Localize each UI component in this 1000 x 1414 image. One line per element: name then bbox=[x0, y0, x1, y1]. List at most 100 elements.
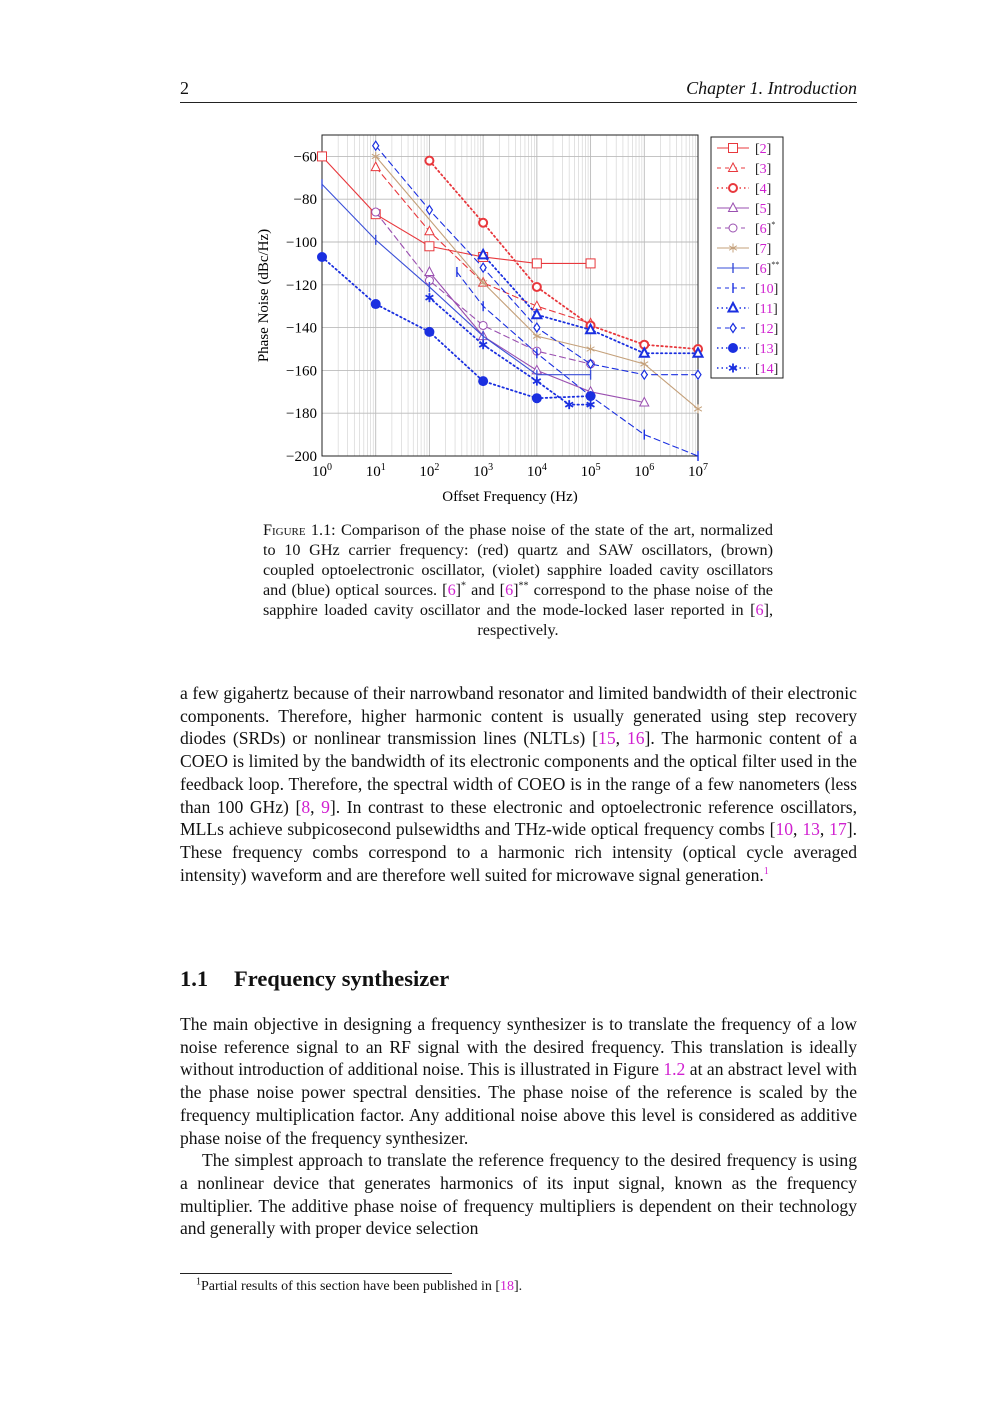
citation-link[interactable]: 1.2 bbox=[663, 1059, 686, 1080]
citation-link[interactable]: 15 bbox=[598, 728, 616, 749]
filled-circle-marker bbox=[728, 343, 738, 353]
text-run: , bbox=[310, 796, 322, 817]
legend-label: [14] bbox=[755, 362, 778, 377]
triangle-marker bbox=[424, 225, 435, 236]
citation-link[interactable]: 10 bbox=[775, 819, 794, 840]
diamond-marker bbox=[586, 358, 595, 370]
x-tick-label: 101 bbox=[366, 462, 386, 480]
star-marker bbox=[532, 378, 542, 385]
legend-label: [6]* bbox=[755, 220, 775, 237]
legend-item: [13] bbox=[717, 342, 778, 357]
superscript: * bbox=[461, 580, 467, 592]
legend-label: [12] bbox=[755, 322, 778, 337]
text-run: at an abstract level with the phase nois… bbox=[180, 1059, 857, 1148]
plot-frame bbox=[321, 134, 699, 457]
text-run: correspond to the phase noise of the sap… bbox=[263, 581, 773, 619]
legend-item: [12] bbox=[717, 322, 778, 337]
star-marker bbox=[371, 153, 380, 160]
text-run: ]. In contrast to these electronic and o… bbox=[180, 796, 857, 840]
star-marker bbox=[425, 294, 434, 301]
series-12 bbox=[371, 140, 702, 381]
y-axis-label: Phase Noise (dBc/Hz) bbox=[256, 229, 272, 362]
circle-marker bbox=[728, 183, 738, 193]
filled-circle-marker bbox=[478, 376, 489, 387]
text-run: Comparison of the phase noise of the sta… bbox=[263, 521, 774, 599]
series-7 bbox=[371, 151, 703, 414]
text-run: ]. The harmonic content of a COEO is lim… bbox=[180, 728, 857, 817]
citation-link[interactable]: 6 bbox=[505, 581, 514, 599]
triangle-marker bbox=[638, 346, 651, 358]
citation-link[interactable]: 17 bbox=[829, 819, 847, 840]
triangle-marker bbox=[424, 265, 435, 276]
legend-label: [11] bbox=[755, 302, 778, 317]
series-line bbox=[428, 159, 699, 350]
footnote: 1Partial results of this section have be… bbox=[196, 1276, 523, 1295]
text-run: , bbox=[819, 819, 830, 840]
legend-label: [6]** bbox=[755, 260, 779, 277]
section-title: Frequency synthesizer bbox=[234, 966, 450, 991]
diamond-marker bbox=[640, 369, 649, 381]
legend-label: [3] bbox=[755, 162, 771, 177]
circle-marker bbox=[728, 223, 738, 233]
series-6-2star bbox=[321, 179, 592, 380]
star-marker bbox=[564, 401, 574, 408]
series-10 bbox=[456, 266, 699, 461]
legend: [2] [3] [4] [5] [6]* [7] [6]** [10] [11] [12] [13]… bbox=[710, 136, 784, 379]
citation-link[interactable]: 6 bbox=[755, 601, 764, 619]
legend-label: [2] bbox=[755, 142, 771, 157]
section-body: The main objective in designing a freque… bbox=[180, 1013, 857, 1240]
x-tick-label: 100 bbox=[312, 462, 332, 480]
citation-link[interactable]: 8 bbox=[301, 796, 311, 817]
citation-link[interactable]: 6 bbox=[447, 581, 456, 599]
legend-item: [6]** bbox=[717, 260, 779, 277]
citation-link[interactable]: 13 bbox=[802, 819, 820, 840]
text-run: a few gigahertz because of their narrowb… bbox=[180, 683, 857, 749]
triangle-marker bbox=[530, 307, 544, 320]
diamond-marker bbox=[479, 262, 487, 274]
text-run: ] bbox=[455, 581, 462, 599]
citation-link[interactable]: 9 bbox=[321, 796, 330, 817]
filled-circle-marker bbox=[317, 251, 327, 262]
citation-link[interactable]: 1 bbox=[763, 865, 769, 877]
section-number: 1.1 bbox=[180, 966, 209, 991]
legend-label: [13] bbox=[755, 342, 778, 357]
caption-text: Comparison of the phase noise of the sta… bbox=[263, 521, 773, 639]
legend-item: [11] bbox=[717, 300, 778, 317]
triangle-marker bbox=[370, 161, 382, 172]
legend-item: [3] bbox=[717, 161, 771, 177]
y-tick-label: −100 bbox=[286, 235, 317, 251]
series-line bbox=[321, 155, 592, 264]
grid bbox=[321, 135, 698, 457]
superscript: 1 bbox=[196, 1276, 201, 1288]
x-tick-label: 105 bbox=[581, 462, 601, 480]
star-marker bbox=[478, 341, 488, 348]
text-run: , bbox=[793, 819, 803, 840]
text-run: ]. bbox=[514, 1279, 523, 1294]
diamond-marker bbox=[729, 322, 737, 334]
circle-marker bbox=[478, 320, 488, 330]
citation-link[interactable]: 18 bbox=[500, 1279, 514, 1294]
filled-circle-marker bbox=[370, 299, 381, 310]
text-run: and [ bbox=[466, 581, 506, 599]
square-marker bbox=[424, 241, 435, 252]
x-axis-label: Offset Frequency (Hz) bbox=[442, 489, 578, 505]
x-tick-label: 102 bbox=[419, 462, 439, 480]
x-tick-label: 107 bbox=[688, 462, 708, 480]
y-tick-label: −180 bbox=[286, 406, 317, 422]
square-marker bbox=[317, 151, 327, 162]
superscript: ** bbox=[518, 580, 529, 592]
series-line bbox=[375, 166, 592, 324]
triangle-marker bbox=[727, 161, 739, 172]
citation-link[interactable]: 16 bbox=[626, 728, 645, 749]
diamond-marker bbox=[425, 204, 434, 216]
circle-marker bbox=[531, 281, 542, 292]
x-tick-label: 103 bbox=[473, 462, 493, 480]
section-heading: 1.1 Frequency synthesizer bbox=[180, 966, 449, 992]
legend-label: [4] bbox=[755, 182, 771, 197]
y-tick-label: −140 bbox=[286, 321, 317, 337]
paragraph-2: The main objective in designing a freque… bbox=[180, 1013, 857, 1149]
paragraph-3: The simplest approach to translate the r… bbox=[180, 1149, 857, 1240]
y-tick-label: −120 bbox=[286, 278, 317, 294]
